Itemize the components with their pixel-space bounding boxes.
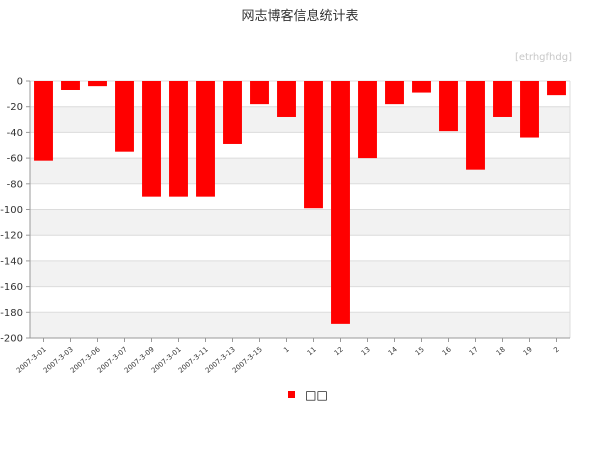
x-tick-label: 14 <box>387 345 399 357</box>
plot-background-bands <box>30 106 570 338</box>
axes <box>26 80 571 342</box>
plot-band <box>30 158 570 184</box>
y-tick-label: 0 <box>17 77 23 88</box>
y-tick-label: -140 <box>0 256 23 267</box>
y-tick-label: -60 <box>7 154 23 165</box>
bar <box>385 81 404 105</box>
x-tick-label: 17 <box>468 345 480 357</box>
chart-title: 网志博客信息统计表 <box>241 9 359 24</box>
x-tick-labels: 2007-3-012007-3-032007-3-062007-3-072007… <box>15 345 561 375</box>
bar-series <box>34 81 566 324</box>
bar <box>223 81 242 144</box>
x-tick-label: 2007-3-15 <box>231 345 264 374</box>
plot-band <box>30 106 570 133</box>
bar <box>196 81 215 197</box>
y-tick-labels: 0 -20 -40 -60 -80 -100 -120 -140 -160 -180 -200 <box>0 77 23 345</box>
x-tick-label: 11 <box>306 345 318 357</box>
bar <box>169 81 188 197</box>
bar <box>358 81 377 159</box>
legend: □□ <box>0 387 600 402</box>
bar <box>466 81 485 170</box>
x-tick-label: 19 <box>522 345 534 357</box>
bar <box>61 81 80 90</box>
bar <box>250 81 269 105</box>
plot-band <box>30 209 570 236</box>
y-tick-label: -40 <box>7 128 23 139</box>
y-tick-label: -20 <box>7 102 23 113</box>
bar <box>142 81 161 197</box>
bar <box>331 81 350 324</box>
x-tick-label: 18 <box>495 345 507 357</box>
bar <box>34 81 53 161</box>
x-tick-label: 13 <box>360 345 372 357</box>
watermark: [etrhgfhdg] <box>514 52 572 63</box>
legend-swatch-icon <box>288 391 296 398</box>
bar <box>547 81 566 96</box>
bar <box>439 81 458 132</box>
y-tick-label: -100 <box>0 205 23 216</box>
x-tick-label: 16 <box>441 345 453 357</box>
x-tick-label: 2 <box>552 345 561 354</box>
x-tick-label: 15 <box>414 345 426 357</box>
y-tick-label: -160 <box>0 282 23 293</box>
bar <box>493 81 512 117</box>
legend-item[interactable]: □□ <box>288 388 328 402</box>
legend-label: □□ <box>305 387 328 402</box>
y-tick-label: -180 <box>0 308 23 319</box>
y-tick-label: -80 <box>7 179 23 190</box>
y-tick-label: -200 <box>0 334 23 345</box>
x-tick-label: 12 <box>333 345 345 357</box>
plot-band <box>30 260 570 287</box>
bar <box>115 81 134 152</box>
bar <box>520 81 539 138</box>
plot-band <box>30 312 570 338</box>
bar <box>412 81 431 93</box>
bar <box>277 81 296 117</box>
y-tick-label: -120 <box>0 231 23 242</box>
x-tick-label: 1 <box>282 345 291 354</box>
bar <box>88 81 107 87</box>
bar <box>304 81 323 209</box>
